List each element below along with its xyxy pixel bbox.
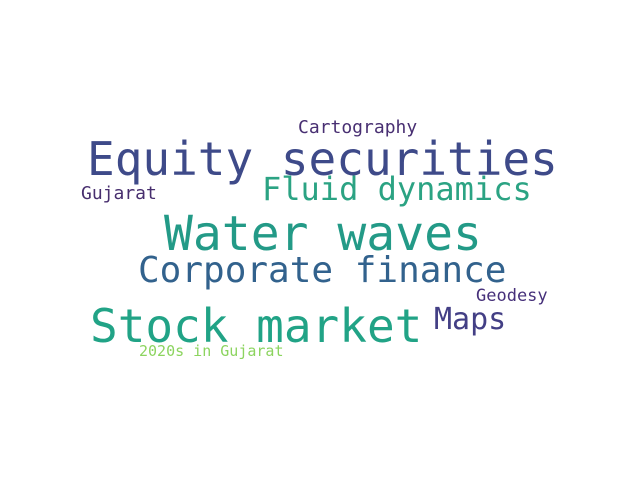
word-maps: Maps [434,302,507,337]
word-fluid-dynamics: Fluid dynamics [262,170,532,208]
word-equity-securities: Equity securities [87,132,558,186]
word-water-waves: Water waves [164,206,482,262]
word-2020s-in-gujarat: 2020s in Gujarat [139,342,284,360]
word-corporate-finance: Corporate finance [138,250,507,291]
word-gujarat: Gujarat [81,183,157,204]
word-geodesy: Geodesy [476,286,548,306]
word-stock-market: Stock market [90,299,423,353]
word-cartography: Cartography [298,117,418,138]
